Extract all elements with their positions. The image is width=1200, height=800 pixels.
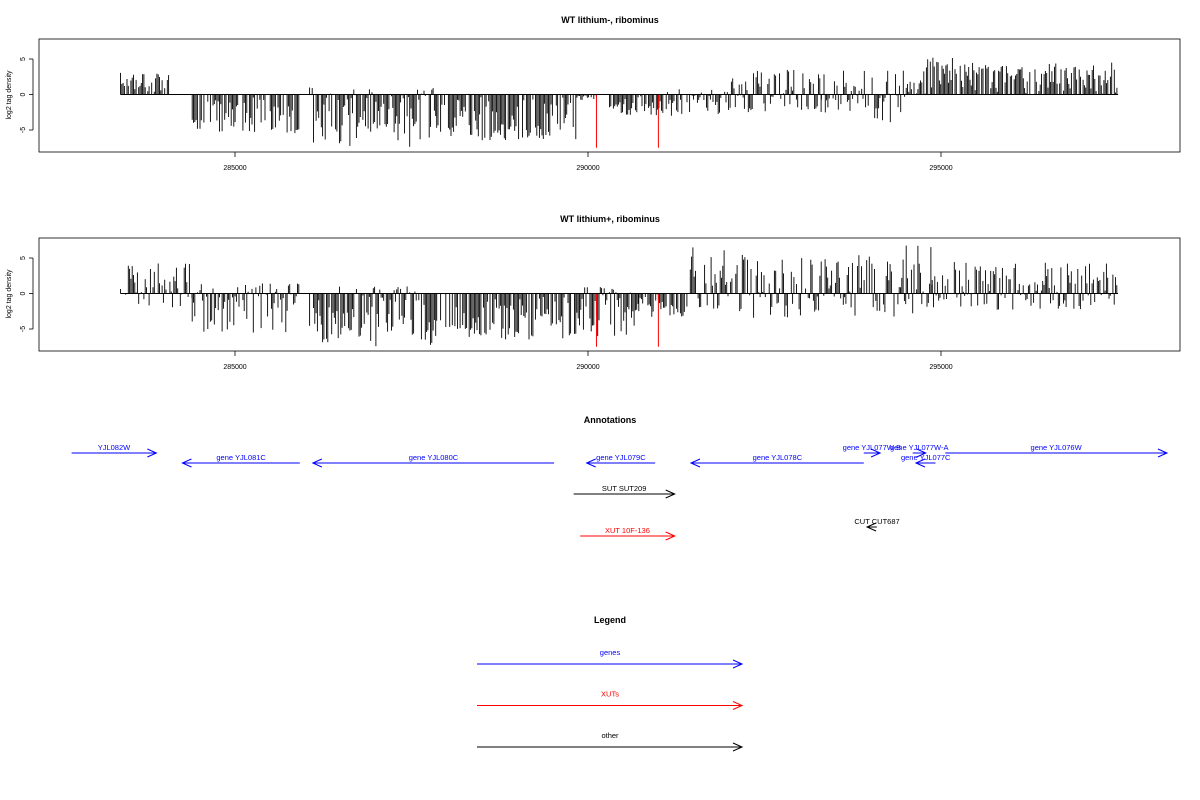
arrowhead-icon xyxy=(1157,448,1169,458)
arrowhead-icon xyxy=(732,742,744,752)
feature-label: gene YJL080C xyxy=(409,453,459,462)
annotation-feature: SUT SUT209 xyxy=(573,484,676,499)
annotation-feature: gene YJL081C xyxy=(181,453,300,468)
x-tick-label: 285000 xyxy=(223,364,246,371)
legend-item: genes xyxy=(477,648,744,669)
plot-frame xyxy=(38,38,1181,153)
annotation-feature: gene YJL078C xyxy=(689,453,864,468)
feature-label: gene YJL081C xyxy=(216,453,266,462)
legend-label: genes xyxy=(600,648,621,657)
arrowhead-icon xyxy=(689,458,701,468)
feature-label: gene YJL079C xyxy=(596,453,646,462)
arrowhead-icon xyxy=(311,458,323,468)
annotation-feature: gene YJL077W-A xyxy=(890,443,949,458)
feature-label: gene YJL076W xyxy=(1031,443,1083,452)
arrowhead-icon xyxy=(865,522,877,532)
annotation-feature: gene YJL080C xyxy=(311,453,555,468)
feature-label: gene YJL077C xyxy=(901,453,951,462)
y-tick-label: 5 xyxy=(20,57,27,61)
y-tick-label: 0 xyxy=(20,291,27,295)
feature-marker-lines xyxy=(595,94,659,148)
annotation-feature: gene YJL077C xyxy=(901,453,951,468)
arrowhead-icon xyxy=(665,489,676,499)
feature-label: CUT CUT687 xyxy=(854,517,899,526)
annotation-feature: gene YJL077W-B xyxy=(843,443,902,458)
annotation-feature: YJL082W xyxy=(71,443,158,458)
legend-label: other xyxy=(601,731,619,740)
legend-label: XUTs xyxy=(601,690,619,699)
legend-title: Legend xyxy=(594,615,626,625)
feature-label: SUT SUT209 xyxy=(602,484,646,493)
annotation-feature: XUT 10F-136 xyxy=(580,526,676,541)
x-tick-label: 295000 xyxy=(929,364,952,371)
panel-title: WT lithium+, ribominus xyxy=(560,214,660,224)
plot-frame xyxy=(38,237,1181,352)
annotations-track: Annotations YJL082W gene YJL081C gene YJL0… xyxy=(71,415,1169,541)
density-bars xyxy=(120,57,1118,147)
feature-label: YJL082W xyxy=(98,443,131,452)
arrowhead-icon xyxy=(147,448,158,458)
y-tick-label: 5 xyxy=(20,256,27,260)
x-tick-label: 295000 xyxy=(929,165,952,172)
density-bars xyxy=(120,245,1118,347)
arrowhead-icon xyxy=(181,458,192,468)
x-tick-label: 285000 xyxy=(223,165,246,172)
y-axis-label: log2 tag density xyxy=(6,269,13,319)
legend-item: XUTs xyxy=(477,690,744,710)
annotation-feature: gene YJL076W xyxy=(945,443,1169,458)
track-panel-lithium-minus: WT lithium-, ribominus log2 tag density … xyxy=(6,15,1181,172)
track-panel-lithium-plus: WT lithium+, ribominus log2 tag density … xyxy=(6,214,1181,371)
legend: Legend genes XUTs other xyxy=(477,615,744,752)
y-axis-label: log2 tag density xyxy=(6,70,13,120)
y-tick-label: -5 xyxy=(20,127,27,133)
feature-label: gene YJL077W-A xyxy=(890,443,949,452)
feature-label: gene YJL078C xyxy=(753,453,803,462)
y-tick-label: 0 xyxy=(20,92,27,96)
legend-entries: genes XUTs other xyxy=(477,648,744,752)
x-tick-label: 290000 xyxy=(576,165,599,172)
feature-label: XUT 10F-136 xyxy=(605,526,650,535)
y-tick-label: -5 xyxy=(20,326,27,332)
panel-title: WT lithium-, ribominus xyxy=(561,15,659,25)
arrowhead-icon xyxy=(870,448,882,458)
legend-item: other xyxy=(477,731,744,752)
arrowhead-icon xyxy=(914,458,926,468)
arrowhead-icon xyxy=(585,458,596,468)
feature-label: gene YJL077W-B xyxy=(843,443,902,452)
feature-marker-lines xyxy=(595,293,659,347)
annotation-feature: gene YJL079C xyxy=(585,453,656,468)
arrowhead-icon xyxy=(665,531,676,541)
arrowhead-icon xyxy=(732,659,744,669)
arrowhead-icon xyxy=(916,448,927,458)
annotation-feature: CUT CUT687 xyxy=(854,517,900,532)
x-tick-label: 290000 xyxy=(576,364,599,371)
annotations-title: Annotations xyxy=(584,415,637,425)
annotation-features: YJL082W gene YJL081C gene YJL080C gene YJL0… xyxy=(71,443,1169,541)
arrowhead-icon xyxy=(732,701,744,710)
